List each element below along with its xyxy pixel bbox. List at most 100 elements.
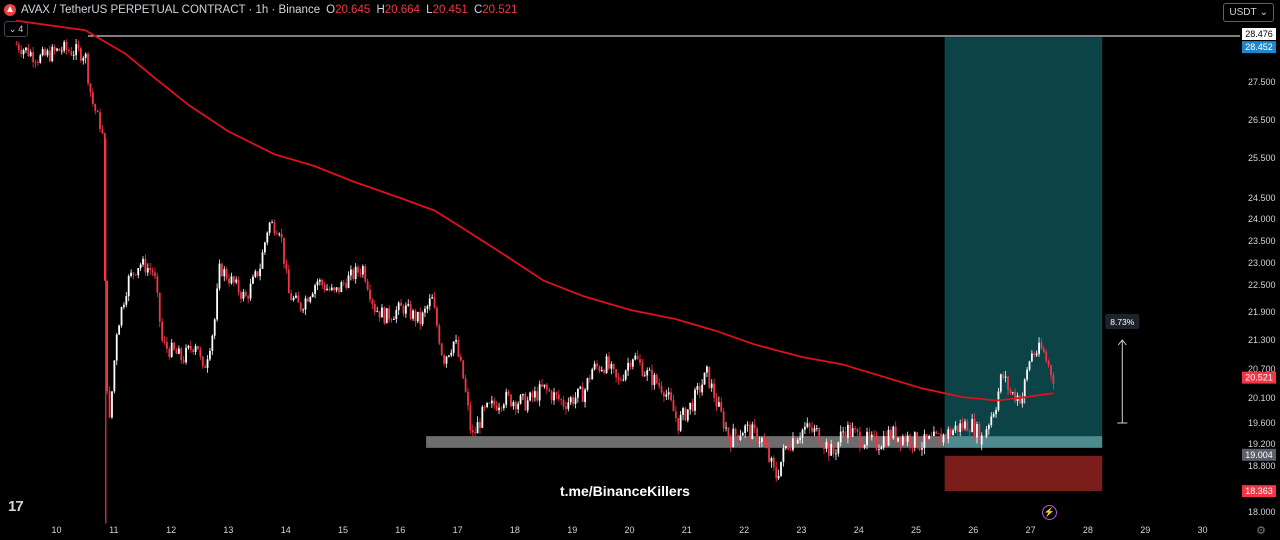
candle-body: [194, 345, 197, 352]
candle-body: [424, 308, 426, 313]
moving-average-line: [16, 19, 1054, 402]
candle-body: [763, 437, 766, 444]
candle-body: [878, 449, 880, 450]
candle-body: [1007, 376, 1009, 390]
candle-body: [479, 422, 481, 428]
candle-body: [952, 430, 954, 436]
candle-body: [976, 424, 978, 438]
candle-body: [514, 401, 517, 410]
candle-body: [32, 52, 35, 63]
candle-body: [674, 411, 677, 418]
candle-body: [803, 426, 806, 430]
candle-body: [213, 319, 216, 336]
candle-body: [168, 348, 171, 358]
candle-body: [973, 418, 976, 438]
y-tick-label: 25.500: [1248, 153, 1276, 163]
candle-body: [665, 394, 668, 397]
candle-body: [302, 309, 305, 311]
chevron-down-icon: ⌄: [1259, 7, 1268, 18]
candle-body: [283, 237, 285, 264]
candle-body: [199, 349, 202, 357]
candle-body: [1028, 361, 1031, 370]
candle-body: [495, 405, 498, 411]
symbol-title[interactable]: AVAX / TetherUS PERPETUAL CONTRACT · 1h …: [21, 4, 321, 16]
candle-body: [134, 274, 137, 276]
candle-body: [911, 445, 914, 448]
candle-body: [591, 369, 594, 380]
candle-body: [574, 397, 577, 404]
candle-body: [899, 437, 902, 445]
candle-body: [550, 391, 553, 401]
lightning-icon[interactable]: ⚡: [1042, 505, 1057, 520]
candle-body: [689, 402, 692, 410]
candle-body: [84, 53, 87, 59]
candle-body: [220, 263, 223, 277]
candle-body: [775, 467, 778, 479]
candle-body: [753, 424, 756, 429]
candle-body: [397, 302, 400, 311]
candle-body: [345, 283, 348, 288]
candle-body: [512, 401, 515, 407]
gear-icon[interactable]: ⚙: [1256, 525, 1266, 537]
candle-body: [328, 288, 331, 291]
price-tag-bg: [1242, 41, 1276, 54]
candle-body: [254, 271, 257, 277]
candle-body: [383, 307, 386, 324]
candle-body: [890, 429, 892, 439]
candle-body: [340, 282, 343, 293]
candle-body: [837, 442, 840, 454]
candle-body: [555, 392, 558, 395]
tradingview-logo-icon[interactable]: 17: [8, 498, 24, 515]
candle-body: [543, 384, 546, 387]
candle-body: [567, 402, 570, 409]
x-tick-label: 26: [968, 525, 978, 535]
candle-body: [237, 279, 240, 293]
candle-body: [416, 311, 419, 322]
candle-body: [273, 222, 276, 234]
y-tick-label: 24.000: [1248, 214, 1276, 224]
candle-body: [158, 292, 161, 322]
candle-body: [758, 442, 761, 443]
candle-body: [350, 269, 352, 276]
candle-body: [801, 429, 804, 438]
candle-body: [916, 432, 919, 448]
candle-body: [242, 291, 245, 299]
indicators-toggle[interactable]: ⌄ 4: [4, 21, 28, 37]
candle-body: [1050, 365, 1052, 376]
candle-body: [72, 55, 75, 56]
candle-body: [999, 374, 1002, 392]
candle-body: [27, 47, 30, 57]
candle-body: [70, 51, 73, 56]
candle-body: [1002, 374, 1005, 378]
candle-body: [622, 379, 625, 381]
candle-body: [868, 431, 871, 438]
candle-body: [703, 372, 706, 385]
candle-body: [106, 280, 109, 392]
candle-body: [863, 445, 866, 448]
candle-body: [99, 112, 101, 130]
candle-body: [760, 437, 763, 443]
candle-body: [187, 345, 190, 348]
currency-selector[interactable]: USDT ⌄: [1223, 3, 1274, 22]
candle-body: [36, 62, 39, 64]
y-tick-label: 23.500: [1248, 236, 1276, 246]
candle-body: [290, 293, 293, 301]
candle-body: [667, 392, 670, 395]
candle-body: [87, 53, 89, 84]
candle-body: [409, 304, 412, 319]
candle-body: [373, 304, 376, 312]
candle-body: [741, 432, 744, 436]
candle-body: [1011, 392, 1014, 393]
candle-body: [414, 310, 417, 322]
x-tick-label: 16: [395, 525, 405, 535]
candle-body: [572, 397, 575, 404]
candle-body: [393, 319, 395, 320]
candle-body: [326, 288, 328, 291]
candle-body: [347, 275, 350, 288]
candle-body: [772, 457, 775, 468]
candle-body: [806, 423, 809, 427]
candle-body: [1042, 348, 1045, 353]
candle-body: [722, 411, 725, 429]
candle-body: [280, 233, 283, 238]
